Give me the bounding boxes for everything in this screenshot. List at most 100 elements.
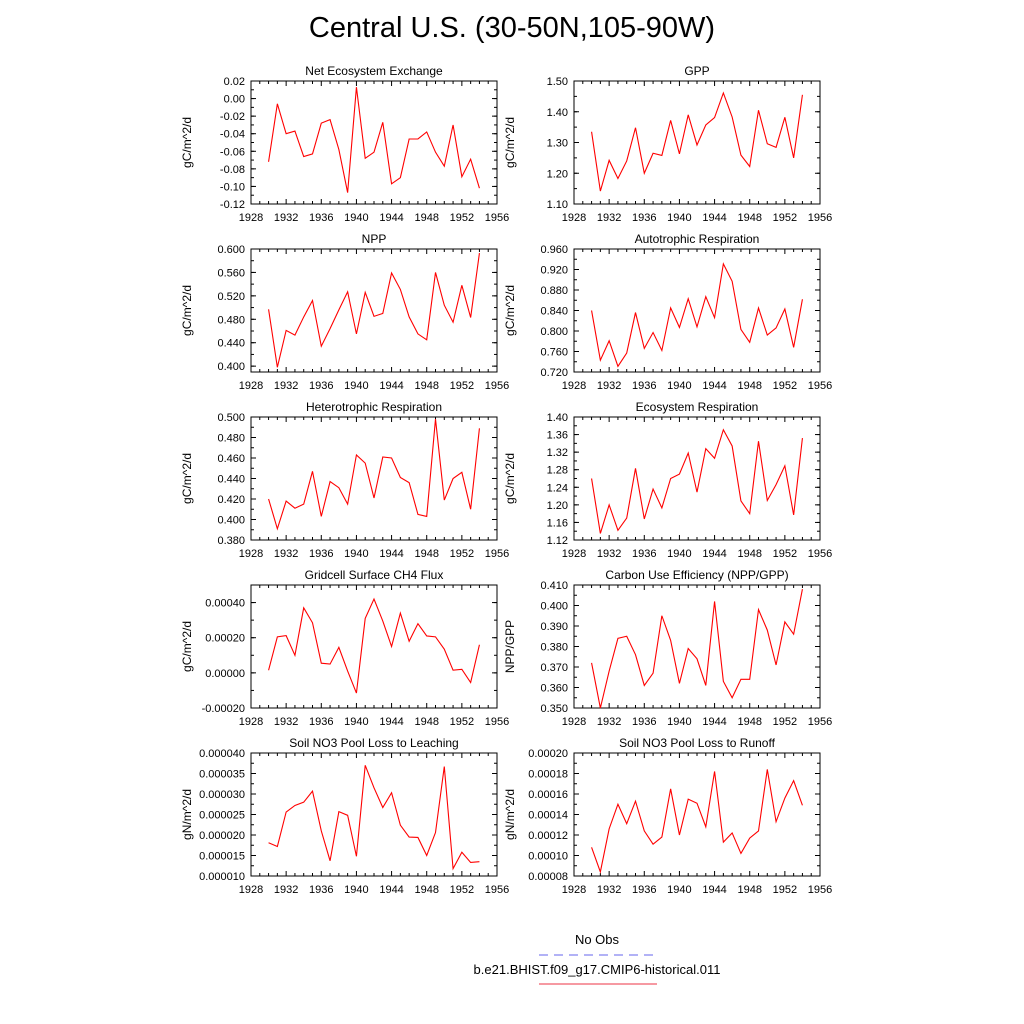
y-tick-label: 0.380: [217, 535, 245, 547]
x-tick-label: 1944: [702, 548, 726, 560]
x-tick-label: 1928: [562, 212, 586, 224]
y-tick-label: -0.02: [220, 111, 245, 123]
x-tick-label: 1940: [667, 716, 691, 728]
x-tick-label: 1944: [702, 212, 726, 224]
x-tick-label: 1944: [379, 548, 403, 560]
y-tick-label: 0.350: [540, 703, 568, 715]
x-tick-label: 1948: [737, 716, 761, 728]
y-tick-label: 0.00016: [528, 789, 568, 801]
y-tick-label: 0.520: [217, 291, 245, 303]
y-tick-label: 0.480: [217, 433, 245, 445]
y-tick-label: 0.00008: [528, 871, 568, 883]
chart-panel-9: Soil NO3 Pool Loss to Leaching gN/m^2/d 19…: [180, 736, 509, 896]
x-tick-label: 1940: [667, 380, 691, 392]
y-tick-label: 0.000015: [199, 851, 245, 863]
x-tick-label: 1952: [773, 716, 797, 728]
y-tick-label: 0.00018: [528, 769, 568, 781]
y-tick-label: 0.380: [540, 642, 568, 654]
x-tick-label: 1956: [485, 716, 509, 728]
y-tick-label: 0.00040: [205, 598, 245, 610]
y-tick-label: 1.32: [547, 447, 568, 459]
y-tick-label: 0.440: [217, 338, 245, 350]
x-tick-label: 1932: [274, 548, 298, 560]
y-axis-label: gC/m^2/d: [180, 621, 194, 672]
y-tick-label: 0.00: [224, 94, 245, 106]
x-tick-label: 1932: [274, 380, 298, 392]
panel-title: Soil NO3 Pool Loss to Leaching: [289, 736, 458, 750]
x-tick-label: 1956: [485, 548, 509, 560]
x-tick-label: 1956: [485, 884, 509, 896]
x-tick-label: 1940: [667, 212, 691, 224]
x-tick-label: 1944: [379, 212, 403, 224]
y-tick-label: -0.06: [220, 146, 245, 158]
legend-swatches: [539, 954, 657, 985]
y-tick-label: 1.28: [547, 465, 568, 477]
x-tick-label: 1944: [702, 716, 726, 728]
x-tick-label: 1928: [562, 716, 586, 728]
y-tick-label: 0.720: [540, 367, 568, 379]
plot-frame: [250, 416, 498, 541]
x-tick-label: 1928: [562, 548, 586, 560]
y-tick-label: 0.000035: [199, 769, 245, 781]
y-tick-label: 0.000025: [199, 810, 245, 822]
y-tick-label: 0.460: [217, 453, 245, 465]
x-tick-label: 1944: [379, 716, 403, 728]
chart-panel-3: NPP gC/m^2/d 1928 1932 1936 1940 1944 1948 1952 1…: [180, 232, 509, 392]
x-tick-label: 1948: [414, 716, 438, 728]
y-axis-label: gC/m^2/d: [503, 285, 517, 336]
x-tick-label: 1952: [450, 548, 474, 560]
y-tick-label: 0.360: [540, 683, 568, 695]
x-tick-label: 1932: [597, 380, 621, 392]
x-tick-label: 1956: [485, 212, 509, 224]
y-tick-label: 0.560: [217, 267, 245, 279]
y-tick-label: 0.00020: [205, 633, 245, 645]
y-tick-label: 1.16: [547, 517, 568, 529]
plot-frame: [250, 752, 498, 877]
x-tick-label: 1952: [773, 884, 797, 896]
y-axis-label: gC/m^2/d: [180, 117, 194, 168]
x-tick-label: 1956: [808, 212, 832, 224]
x-tick-label: 1952: [450, 884, 474, 896]
series-line: [268, 765, 480, 871]
x-tick-label: 1940: [344, 212, 368, 224]
x-tick-label: 1948: [737, 212, 761, 224]
x-tick-label: 1936: [632, 212, 656, 224]
y-tick-label: 0.880: [540, 285, 568, 297]
y-tick-label: 1.50: [547, 76, 568, 88]
panel-title: Ecosystem Respiration: [636, 400, 759, 414]
plot-frame: [573, 248, 821, 373]
x-tick-label: 1936: [309, 884, 333, 896]
y-tick-label: 0.000030: [199, 789, 245, 801]
x-tick-label: 1948: [737, 884, 761, 896]
series-line: [268, 418, 480, 531]
x-tick-label: 1956: [808, 380, 832, 392]
x-tick-label: 1940: [344, 716, 368, 728]
panel-title: Soil NO3 Pool Loss to Runoff: [619, 736, 776, 750]
y-axis-label: gC/m^2/d: [503, 453, 517, 504]
y-tick-label: 1.12: [547, 535, 568, 547]
plot-frame: [250, 80, 498, 205]
x-tick-label: 1932: [274, 884, 298, 896]
panel-title: Autotrophic Respiration: [635, 232, 760, 246]
x-tick-label: 1936: [632, 884, 656, 896]
y-tick-label: 1.30: [547, 138, 568, 150]
x-tick-label: 1952: [450, 716, 474, 728]
y-tick-label: 0.370: [540, 662, 568, 674]
y-axis-label: NPP/GPP: [503, 620, 517, 673]
y-tick-label: 0.440: [217, 474, 245, 486]
y-tick-label: 0.00010: [528, 851, 568, 863]
y-tick-label: 0.00000: [205, 668, 245, 680]
panel-title: Gridcell Surface CH4 Flux: [305, 568, 444, 582]
y-tick-label: 0.600: [217, 244, 245, 256]
x-tick-label: 1952: [450, 380, 474, 392]
y-tick-label: -0.04: [220, 129, 245, 141]
x-tick-label: 1928: [239, 212, 263, 224]
y-axis-label: gN/m^2/d: [180, 789, 194, 840]
chart-panel-8: Carbon Use Efficiency (NPP/GPP) NPP/GPP 19…: [503, 568, 832, 728]
x-tick-label: 1952: [773, 548, 797, 560]
series-line: [591, 769, 803, 874]
chart-panel-10: Soil NO3 Pool Loss to Runoff gN/m^2/d 1928…: [503, 736, 832, 896]
x-tick-label: 1952: [773, 212, 797, 224]
x-tick-label: 1928: [239, 380, 263, 392]
x-tick-label: 1940: [344, 380, 368, 392]
